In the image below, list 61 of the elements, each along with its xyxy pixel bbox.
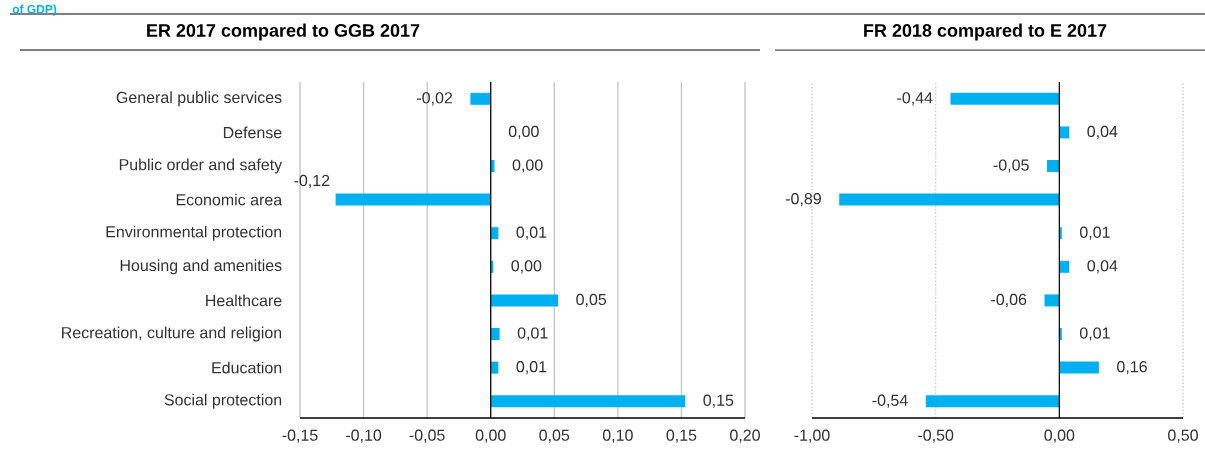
data-label: 0,01 (517, 327, 548, 341)
data-label: 0,00 (512, 159, 543, 173)
bar (1059, 361, 1099, 374)
y-tick-label: Public order and safety (119, 158, 283, 174)
data-label: 0,01 (1079, 226, 1110, 240)
data-label: 0,16 (1117, 361, 1147, 375)
bar (335, 193, 491, 206)
data-label: 0,04 (1087, 260, 1118, 274)
bar (1059, 126, 1070, 139)
data-label: 0,04 (1087, 125, 1118, 139)
x-tick-label: -0,15 (282, 429, 318, 443)
data-label: -0,06 (991, 293, 1027, 307)
bar (490, 227, 499, 240)
bar (950, 92, 1060, 105)
y-tick-label: Housing and amenities (120, 259, 282, 275)
data-label: -0,44 (897, 92, 933, 106)
bar (1044, 294, 1060, 307)
bar (1059, 260, 1070, 273)
x-tick-label: 0,00 (475, 429, 506, 443)
x-tick-label: 0,05 (539, 429, 570, 443)
x-tick-label: 0,15 (666, 429, 697, 443)
x-tick-label: 0,10 (602, 429, 633, 443)
y-tick-label: General public services (116, 91, 282, 107)
y-tick-label: Economic area (176, 193, 283, 206)
bar (490, 160, 495, 172)
data-label: 0,00 (511, 260, 542, 274)
x-tick-label: -1,00 (794, 429, 830, 443)
data-label: -0,54 (872, 394, 908, 408)
y-tick-label: Defense (223, 126, 282, 139)
x-tick-label: -0,50 (918, 429, 954, 443)
text: of GDP) (12, 4, 57, 16)
data-label: 0,01 (516, 361, 547, 375)
data-label: 0,00 (508, 125, 539, 139)
data-label: -0,02 (417, 92, 453, 106)
y-tick-label: Healthcare (206, 294, 282, 307)
bar (490, 328, 500, 340)
y-tick-label: Social protection (164, 393, 282, 409)
data-label: -0,12 (294, 174, 330, 189)
data-label: 0,01 (1079, 327, 1110, 341)
data-label: 0,01 (516, 226, 547, 240)
bar (490, 395, 686, 408)
data-label: -0,05 (993, 159, 1029, 173)
bar (470, 92, 491, 105)
bar (925, 395, 1060, 408)
x-tick-label: 0,50 (1168, 429, 1198, 443)
chart-title: ER 2017 compared to GGB 2017 (147, 23, 420, 41)
x-tick-label: 0,00 (1044, 429, 1075, 443)
bar (490, 361, 499, 374)
bar (839, 193, 1060, 206)
data-label: 0,05 (576, 293, 607, 307)
y-tick-label: Education (212, 361, 282, 374)
x-tick-label: 0,20 (730, 429, 760, 443)
data-label: 0,15 (703, 394, 734, 408)
bar (490, 294, 559, 307)
y-tick-label: Environmental protection (106, 225, 282, 241)
chart-title: FR 2018 compared to E 2017 (864, 23, 1107, 41)
x-tick-label: -0,10 (346, 429, 382, 443)
x-tick-label: -0,05 (409, 429, 445, 443)
y-tick-label: Recreation, culture and religion (62, 326, 282, 342)
bar (1046, 160, 1060, 172)
data-label: -0,89 (785, 193, 821, 207)
